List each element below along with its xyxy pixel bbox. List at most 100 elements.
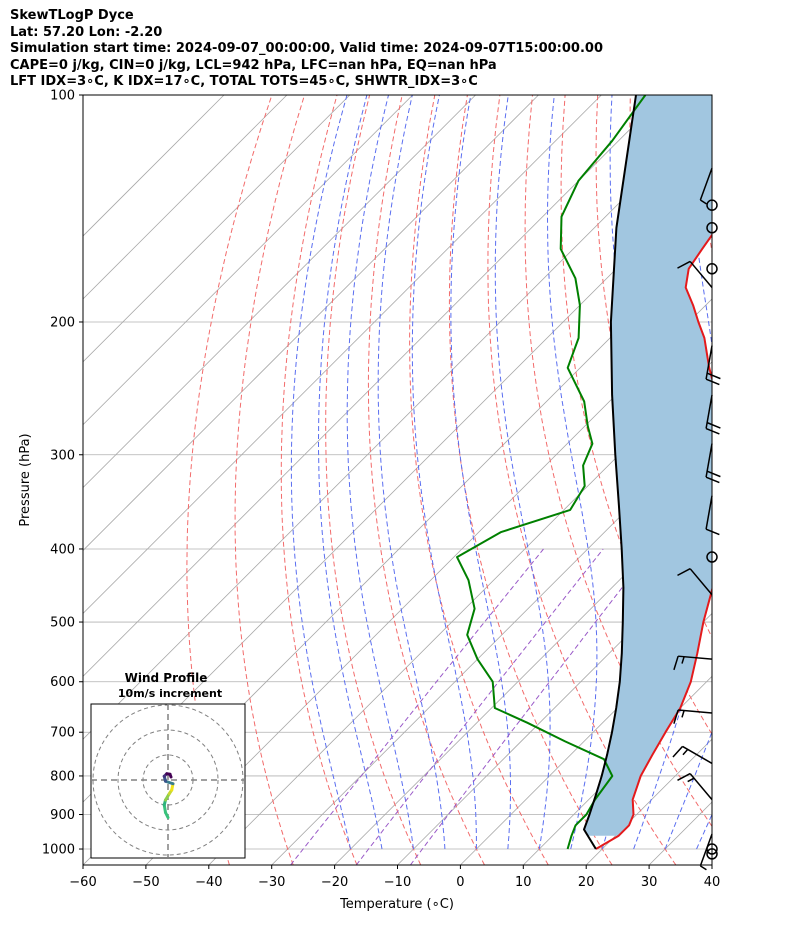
parcel-profile [583,95,637,850]
isotherm-line [83,95,476,489]
barb-flag [677,568,691,577]
wind-barb [673,655,713,671]
dry-adiabat-line [367,95,485,865]
barb-half-flag [681,656,685,664]
x-axis-label: Temperature (∘C) [339,897,454,912]
isotherm-line [83,95,351,363]
calm-wind-marker [706,222,718,234]
calm-wind-marker [706,848,718,860]
chart-title: SkewTLogP Dyce [10,8,134,23]
isotherm-line [83,95,288,300]
x-tick-label: −50 [132,875,159,890]
x-tick-label: −30 [258,875,285,890]
y-tick-label: 800 [50,769,75,784]
moist-adiabat-line [346,95,414,850]
x-tick-label: 30 [641,875,658,890]
y-tick-label: 200 [50,315,75,330]
barb-flag [705,528,720,536]
barb-flag [705,378,720,386]
barb-flag [673,655,679,671]
barb-flag [677,260,691,269]
dry-adiabat-line [280,95,358,865]
dry-adiabat-line [234,95,305,865]
calm-wind-marker [706,551,718,563]
calm-circle [706,551,718,563]
barb-half-flag [687,777,695,783]
isotherm-line [83,95,665,677]
wind-barb [677,568,713,596]
isotherm-line [83,95,225,237]
wind-barb [705,345,721,386]
barb-flag [677,772,691,781]
x-tick-label: −10 [384,875,411,890]
calm-circle [706,222,718,234]
calm-circle [706,263,718,275]
cin-shading [584,95,712,836]
isotherm-line [334,487,712,865]
barb-staff [699,833,713,867]
barb-half-flag [681,710,685,718]
mixing-ratio-line [355,548,604,865]
dry-adiabat-line [728,95,794,865]
barb-staff [699,167,713,201]
y-tick-label: 600 [50,675,75,690]
moist-adiabat-line [290,95,352,850]
wind-barb [699,167,713,205]
isotherm-line [83,95,539,552]
barb-staff [689,260,713,288]
barb-flag [706,421,721,429]
wind-barb [677,260,713,288]
wind-barb [705,443,721,484]
cape-summary: CAPE=0 j/kg, CIN=0 j/kg, LCL=942 hPa, LF… [10,57,497,73]
hodograph-plot [91,704,245,858]
x-tick-label: 0 [456,875,464,890]
wind-barb [672,745,713,765]
hodograph-segment [168,772,173,779]
y-tick-label: 100 [50,89,75,104]
wind-barb [673,709,713,724]
wind-barbs [672,167,721,871]
barb-flag [705,427,720,435]
hodograph-subtitle: 10m/s increment [118,687,222,700]
calm-circle [706,199,718,211]
isotherm-line [83,95,413,426]
chart-header: SkewTLogP Dyce Lat: 57.20 Lon: -2.20 Sim… [10,8,603,91]
barb-flag [705,476,720,484]
wind-barb [677,772,713,801]
isotherm-line [145,298,712,865]
x-tick-label: −40 [195,875,222,890]
calm-circle [706,848,718,860]
barb-staff [689,568,713,596]
y-tick-label: 400 [50,542,75,557]
moist-adiabat-line [318,95,383,850]
y-tick-label: 1000 [42,843,75,858]
barb-staff [689,773,713,801]
isotherm-line [83,95,602,614]
wind-barb [705,394,721,435]
barb-half-flag [682,748,689,756]
y-tick-label: 300 [50,448,75,463]
wind-barb [705,495,720,536]
x-tick-label: 20 [578,875,595,890]
dry-adiabat-line [409,95,549,865]
moist-adiabat-line [450,95,511,850]
isotherm-line [460,612,712,865]
hodograph-title: Wind Profile [125,671,208,685]
barb-half-flag [699,865,707,871]
x-tick-label: −60 [69,875,96,890]
plot-grid [83,95,794,865]
moist-adiabat-line [728,95,794,849]
station-coordinates: Lat: 57.20 Lon: -2.20 [10,24,163,40]
mixing-ratio-line [290,548,544,865]
moist-adiabat-line [377,95,446,850]
isotherm-line [208,361,712,865]
isotherm-line [775,95,794,865]
plot-series [456,95,712,850]
moist-adiabat-line [411,95,477,849]
dry-adiabat-line [761,95,794,865]
stability-indices: LFT IDX=3∘C, K IDX=17∘C, TOTAL TOTS=45∘C… [10,74,478,89]
y-tick-label: 700 [50,726,75,741]
moist-adiabat-line [664,730,712,850]
